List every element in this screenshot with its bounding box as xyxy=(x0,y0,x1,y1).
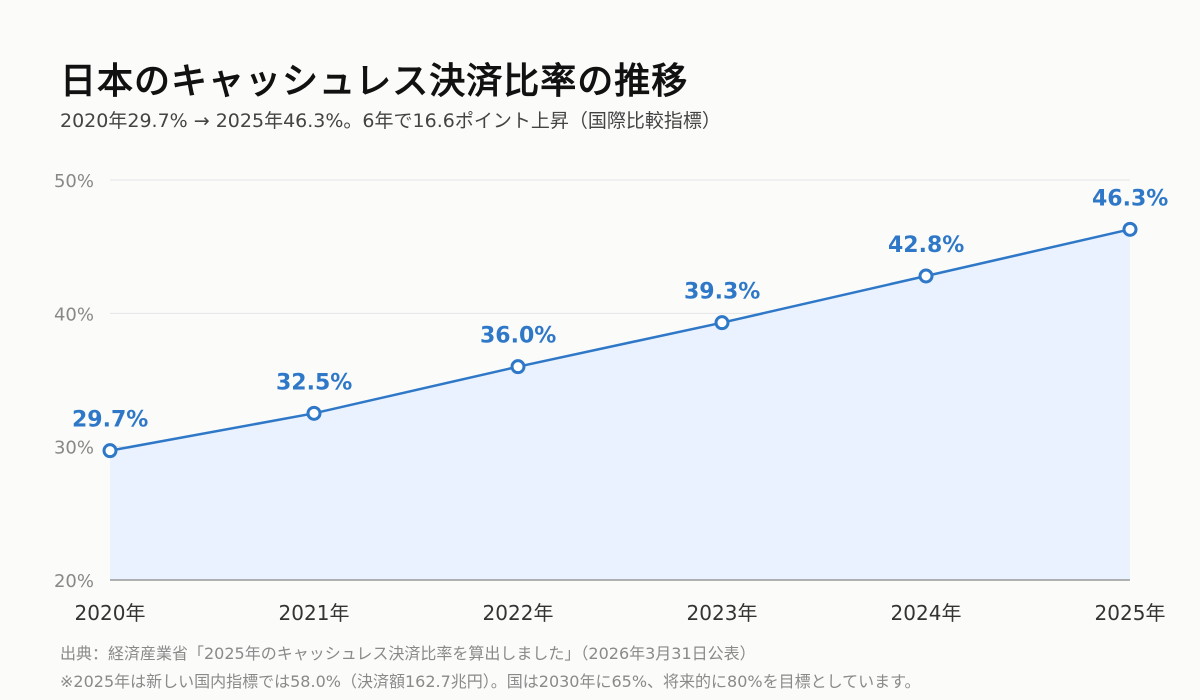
y-tick-label-50: 50% xyxy=(54,171,94,192)
data-point-2 xyxy=(510,359,526,375)
footnote: ※2025年は新しい国内指標では58.0%（決済額162.7兆円）。国は2030… xyxy=(60,672,921,691)
series-line xyxy=(109,228,1131,452)
data-label-5: 46.3% xyxy=(1092,186,1168,211)
x-tick-label-1: 2021年 xyxy=(279,601,350,625)
data-label-0: 29.7% xyxy=(72,408,148,433)
x-tick-label-2: 2022年 xyxy=(483,601,554,625)
x-tick-label-3: 2023年 xyxy=(687,601,758,625)
x-tick-label-4: 2024年 xyxy=(891,601,962,625)
x-tick-label-5: 2025年 xyxy=(1095,601,1166,625)
data-label-3: 39.3% xyxy=(684,280,760,305)
data-point-5 xyxy=(1122,221,1138,237)
chart-subtitle: 2020年29.7% → 2025年46.3%。6年で16.6ポイント上昇（国際… xyxy=(60,110,721,132)
data-label-2: 36.0% xyxy=(480,324,556,349)
x-tick-label-0: 2020年 xyxy=(75,601,146,625)
data-label-4: 42.8% xyxy=(888,233,964,258)
chart-title: 日本のキャッシュレス決済比率の推移 xyxy=(60,61,689,102)
area-fill xyxy=(110,229,1130,581)
data-point-0 xyxy=(102,443,118,459)
data-label-1: 32.5% xyxy=(276,370,352,395)
data-point-1 xyxy=(306,405,322,421)
y-tick-label-30: 30% xyxy=(54,438,94,459)
chart-notes: 出典：経済産業省「2025年のキャッシュレス決済比率を算出しました」（2026年… xyxy=(60,640,921,696)
data-point-3 xyxy=(714,315,730,331)
source-note: 出典：経済産業省「2025年のキャッシュレス決済比率を算出しました」（2026年… xyxy=(60,644,756,663)
data-point-4 xyxy=(918,268,934,284)
y-tick-label-20: 20% xyxy=(54,571,94,592)
y-tick-label-40: 40% xyxy=(54,304,94,325)
